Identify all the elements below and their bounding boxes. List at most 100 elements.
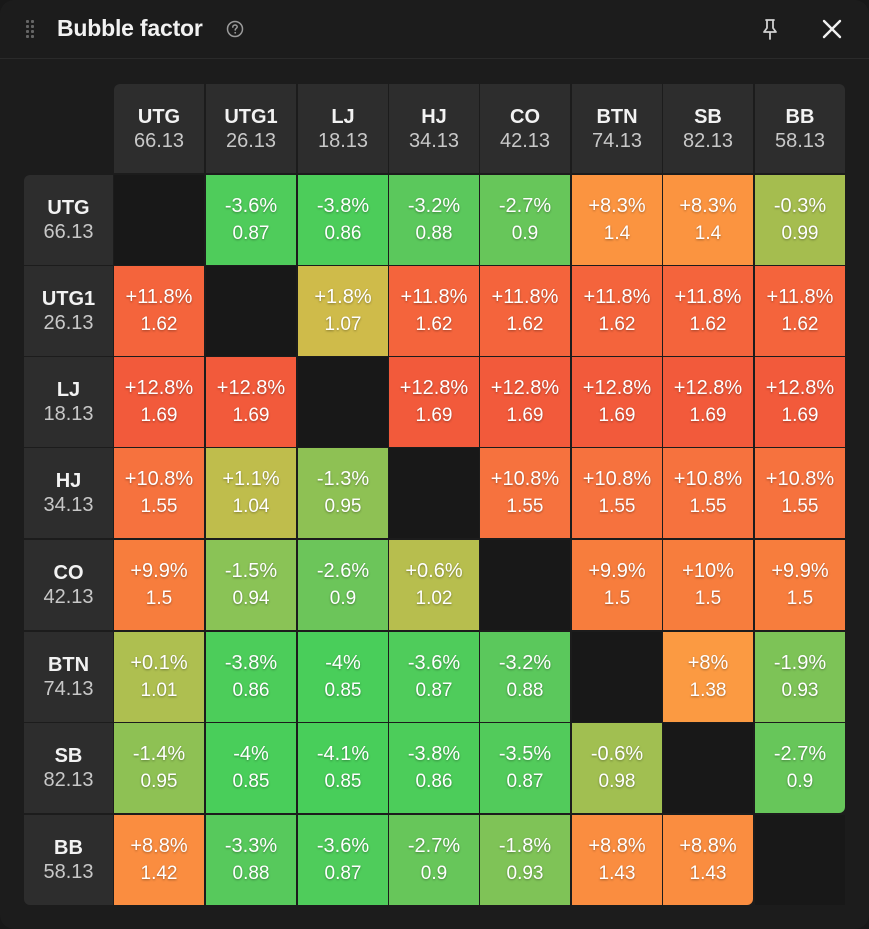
matrix-cell-utg-vs-bb[interactable]: -0.3% 0.99 xyxy=(755,175,845,265)
column-header-co: CO 42.13 xyxy=(480,84,570,173)
matrix-cell-bb-vs-utg1[interactable]: -3.3% 0.88 xyxy=(206,815,296,905)
matrix-cell-sb-vs-utg[interactable]: -1.4% 0.95 xyxy=(114,723,204,813)
risk-premium-value: +12.8% xyxy=(490,377,560,399)
bubble-factor-value: 0.99 xyxy=(781,223,819,244)
risk-premium-value: +8.3% xyxy=(588,195,646,217)
matrix-cell-utg1-vs-bb[interactable]: +11.8% 1.62 xyxy=(755,266,845,356)
matrix-cell-btn-vs-hj[interactable]: -3.6% 0.87 xyxy=(389,632,479,722)
matrix-cell-lj-vs-utg[interactable]: +12.8% 1.69 xyxy=(114,357,204,447)
matrix-cell-lj-vs-co[interactable]: +12.8% 1.69 xyxy=(480,357,570,447)
bubble-factor-value: 0.85 xyxy=(324,771,362,792)
risk-premium-value: +10.8% xyxy=(765,468,835,490)
matrix-cell-btn-vs-sb[interactable]: +8% 1.38 xyxy=(663,632,753,722)
matrix-cell-bb-vs-utg[interactable]: +8.8% 1.42 xyxy=(114,815,204,905)
matrix-cell-utg1-vs-utg[interactable]: +11.8% 1.62 xyxy=(114,266,204,356)
matrix-cell-utg-vs-hj[interactable]: -3.2% 0.88 xyxy=(389,175,479,265)
matrix-cell-sb-vs-hj[interactable]: -3.8% 0.86 xyxy=(389,723,479,813)
matrix-cell-utg1-vs-btn[interactable]: +11.8% 1.62 xyxy=(572,266,662,356)
matrix-cell-lj-vs-hj[interactable]: +12.8% 1.69 xyxy=(389,357,479,447)
risk-premium-value: -1.8% xyxy=(498,835,552,857)
help-icon[interactable] xyxy=(226,20,244,38)
position-name: CO xyxy=(510,105,540,128)
matrix-cell-btn-vs-utg[interactable]: +0.1% 1.01 xyxy=(114,632,204,722)
matrix-cell-utg-vs-utg1[interactable]: -3.6% 0.87 xyxy=(206,175,296,265)
matrix-cell-co-vs-sb[interactable]: +10% 1.5 xyxy=(663,540,753,630)
matrix-cell-hj-vs-utg1[interactable]: +1.1% 1.04 xyxy=(206,448,296,538)
matrix-cell-hj-vs-lj[interactable]: -1.3% 0.95 xyxy=(298,448,388,538)
bubble-factor-value: 0.93 xyxy=(781,680,819,701)
matrix-cell-sb-vs-lj[interactable]: -4.1% 0.85 xyxy=(298,723,388,813)
risk-premium-value: -2.7% xyxy=(498,195,552,217)
matrix-cell-co-vs-lj[interactable]: -2.6% 0.9 xyxy=(298,540,388,630)
matrix-cell-bb-vs-co[interactable]: -1.8% 0.93 xyxy=(480,815,570,905)
stack-size: 66.13 xyxy=(43,221,94,243)
risk-premium-value: +1.8% xyxy=(314,286,372,308)
bubble-factor-value: 1.07 xyxy=(324,314,362,335)
risk-premium-value: -2.7% xyxy=(773,743,827,765)
matrix-cell-utg-vs-btn[interactable]: +8.3% 1.4 xyxy=(572,175,662,265)
matrix-cell-lj-vs-btn[interactable]: +12.8% 1.69 xyxy=(572,357,662,447)
bubble-factor-value: 0.87 xyxy=(415,680,453,701)
matrix-cell-utg1-vs-hj[interactable]: +11.8% 1.62 xyxy=(389,266,479,356)
drag-handle-icon[interactable] xyxy=(26,20,36,40)
bubble-factor-value: 0.95 xyxy=(324,496,362,517)
column-header-hj: HJ 34.13 xyxy=(389,84,479,173)
matrix-cell-bb-vs-sb[interactable]: +8.8% 1.43 xyxy=(663,815,753,905)
matrix-cell-hj-vs-btn[interactable]: +10.8% 1.55 xyxy=(572,448,662,538)
risk-premium-value: +8% xyxy=(687,652,729,674)
matrix-cell-lj-vs-bb[interactable]: +12.8% 1.69 xyxy=(755,357,845,447)
matrix-cell-bb-vs-btn[interactable]: +8.8% 1.43 xyxy=(572,815,662,905)
stack-size: 26.13 xyxy=(225,129,277,152)
matrix-cell-hj-vs-bb[interactable]: +10.8% 1.55 xyxy=(755,448,845,538)
matrix-cell-sb-vs-utg1[interactable]: -4% 0.85 xyxy=(206,723,296,813)
bubble-factor-value: 1.04 xyxy=(232,496,270,517)
matrix-cell-hj-vs-utg[interactable]: +10.8% 1.55 xyxy=(114,448,204,538)
bubble-factor-value: 0.93 xyxy=(506,863,544,884)
position-name: UTG1 xyxy=(224,105,278,128)
matrix-cell-utg1-vs-sb[interactable]: +11.8% 1.62 xyxy=(663,266,753,356)
matrix-cell-co-vs-utg[interactable]: +9.9% 1.5 xyxy=(114,540,204,630)
risk-premium-value: +12.8% xyxy=(124,377,194,399)
bubble-factor-value: 1.55 xyxy=(781,496,819,517)
matrix-cell-bb-vs-lj[interactable]: -3.6% 0.87 xyxy=(298,815,388,905)
matrix-cell-co-vs-hj[interactable]: +0.6% 1.02 xyxy=(389,540,479,630)
matrix-cell-hj-vs-sb[interactable]: +10.8% 1.55 xyxy=(663,448,753,538)
column-header-lj: LJ 18.13 xyxy=(298,84,388,173)
matrix-cell-btn-vs-utg1[interactable]: -3.8% 0.86 xyxy=(206,632,296,722)
matrix-cell-sb-vs-bb[interactable]: -2.7% 0.9 xyxy=(755,723,845,813)
row-header-utg1: UTG1 26.13 xyxy=(24,266,113,356)
bubble-factor-value: 1.42 xyxy=(140,863,178,884)
matrix-cell-utg1-vs-co[interactable]: +11.8% 1.62 xyxy=(480,266,570,356)
bubble-factor-value: 1.62 xyxy=(140,314,178,335)
column-header-utg1: UTG1 26.13 xyxy=(206,84,296,173)
matrix-cell-btn-vs-bb[interactable]: -1.9% 0.93 xyxy=(755,632,845,722)
bubble-factor-value: 0.86 xyxy=(415,771,453,792)
pin-icon[interactable] xyxy=(760,17,780,41)
matrix-cell-utg-vs-co[interactable]: -2.7% 0.9 xyxy=(480,175,570,265)
stack-size: 18.13 xyxy=(43,403,94,425)
matrix-cell-sb-vs-co[interactable]: -3.5% 0.87 xyxy=(480,723,570,813)
risk-premium-value: -3.3% xyxy=(224,835,278,857)
bubble-factor-value: 1.43 xyxy=(689,863,727,884)
matrix-cell-btn-vs-lj[interactable]: -4% 0.85 xyxy=(298,632,388,722)
matrix-cell-co-vs-btn[interactable]: +9.9% 1.5 xyxy=(572,540,662,630)
matrix-cell-utg-vs-sb[interactable]: +8.3% 1.4 xyxy=(663,175,753,265)
matrix-cell-co-vs-utg1[interactable]: -1.5% 0.94 xyxy=(206,540,296,630)
matrix-cell-bb-vs-hj[interactable]: -2.7% 0.9 xyxy=(389,815,479,905)
matrix-cell-utg1-vs-lj[interactable]: +1.8% 1.07 xyxy=(298,266,388,356)
risk-premium-value: +11.8% xyxy=(400,286,468,308)
close-icon[interactable] xyxy=(821,18,843,40)
bubble-factor-value: 1.55 xyxy=(506,496,544,517)
matrix-cell-utg-vs-lj[interactable]: -3.8% 0.86 xyxy=(298,175,388,265)
matrix-cell-hj-vs-co[interactable]: +10.8% 1.55 xyxy=(480,448,570,538)
risk-premium-value: +10.8% xyxy=(673,468,743,490)
risk-premium-value: -2.7% xyxy=(407,835,461,857)
matrix-cell-co-vs-bb[interactable]: +9.9% 1.5 xyxy=(755,540,845,630)
matrix-cell-btn-vs-co[interactable]: -3.2% 0.88 xyxy=(480,632,570,722)
matrix-cell-lj-vs-sb[interactable]: +12.8% 1.69 xyxy=(663,357,753,447)
stack-size: 82.13 xyxy=(43,769,94,791)
matrix-cell-sb-vs-btn[interactable]: -0.6% 0.98 xyxy=(572,723,662,813)
matrix-cell-lj-vs-utg1[interactable]: +12.8% 1.69 xyxy=(206,357,296,447)
risk-premium-value: -3.6% xyxy=(316,835,370,857)
